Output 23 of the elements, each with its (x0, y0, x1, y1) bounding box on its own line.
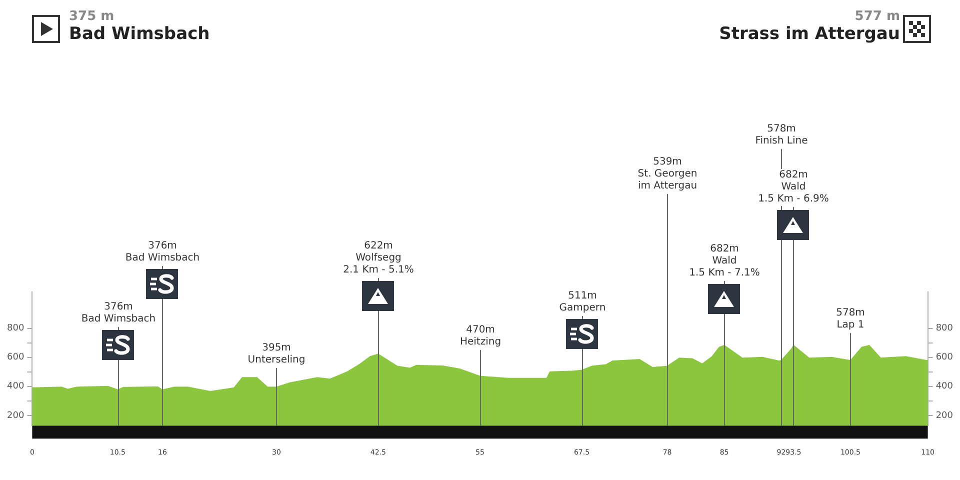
ref-line-label: 682m Wald 1.5 Km - 7.1% (689, 244, 760, 279)
ref-line-label: 376m Bad Wimsbach (125, 240, 200, 264)
y-tick-label: 800 (6, 324, 24, 334)
text: Strass im Attergau (719, 24, 900, 44)
y-tick-label: 200 (6, 410, 24, 421)
text: 375 m (69, 9, 116, 24)
ref-line-label: 376m Bad Wimsbach (81, 302, 156, 325)
ref-line-label: 470m Heitzing (460, 324, 502, 348)
text: 577 m (854, 9, 900, 24)
ref-line-label: 578m Finish Line (755, 124, 808, 147)
ref-line-label: 511m Gampern (559, 290, 606, 314)
y2-tick-label: 200 (936, 410, 954, 421)
y2-tick-label: 800 (936, 324, 954, 334)
y-tick-label: 400 (6, 382, 24, 392)
ref-line-label: 622m Wolfsegg 2.1 Km - 5.1% (343, 240, 414, 276)
ref-line-label: 395m Unterseling (248, 342, 306, 366)
y-tick-label: 600 (6, 352, 24, 363)
ref-line-label: 578m Lap 1 (836, 308, 865, 331)
ref-line-label: 539m St. Georgen im Attergau (638, 156, 698, 192)
y2-tick-label: 600 (936, 352, 954, 363)
ref-line-label: 682m Wald 1.5 Km - 6.9% (758, 170, 829, 205)
text: Bad Wimsbach (69, 24, 210, 44)
y2-tick-label: 400 (936, 382, 954, 392)
